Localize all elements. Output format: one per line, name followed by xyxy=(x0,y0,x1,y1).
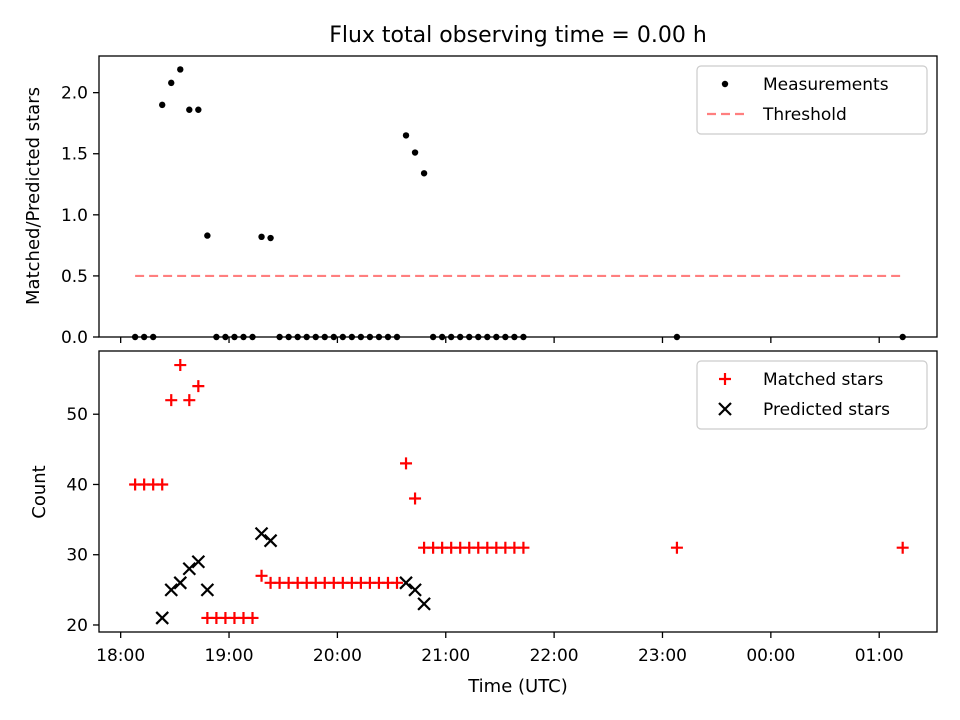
legend-box xyxy=(696,360,928,430)
top-plot: 0.0 0.5 1.0 1.5 2.0 Measurements Threshold xyxy=(61,55,938,348)
matched-star-point xyxy=(390,576,403,589)
axes-frame xyxy=(98,55,938,338)
y-tick-label: 40 xyxy=(66,475,88,495)
legend-label: Predicted stars xyxy=(763,400,890,420)
measurement-point xyxy=(195,106,202,113)
y-tick-label: 0.0 xyxy=(61,328,88,348)
legend-marker xyxy=(721,80,729,88)
x-tick-label: 21:00 xyxy=(421,646,470,666)
measurement-point xyxy=(258,233,265,241)
x-tick-label: 19:00 xyxy=(205,646,254,666)
measurement-point xyxy=(177,66,184,73)
legend-label: Threshold xyxy=(762,105,847,125)
bottom-plot: 18:00 19:00 20:00 21:00 22:00 23:00 00:00 01:00… xyxy=(66,350,938,666)
measurement-point xyxy=(204,232,211,239)
y-tick-label: 30 xyxy=(66,546,88,566)
matched-star-point xyxy=(165,394,178,407)
legend-marker xyxy=(718,402,732,416)
measurement-point xyxy=(420,170,428,177)
predicted-star-point xyxy=(263,533,278,548)
axes-frame xyxy=(98,350,938,633)
matched-star-point xyxy=(670,541,683,554)
predicted-star-point xyxy=(254,526,269,541)
matched-star-point xyxy=(174,359,187,372)
legend-marker xyxy=(719,373,731,385)
y-tick-label: 20 xyxy=(66,616,88,636)
legend-label: Measurements xyxy=(763,75,889,95)
matched-star-point xyxy=(183,394,196,407)
measurement-point xyxy=(402,132,410,139)
bottom-y-axis-label: Count xyxy=(29,465,50,518)
measurement-point xyxy=(267,234,274,242)
x-tick-label: 23:00 xyxy=(638,646,687,666)
matched-star-point xyxy=(409,492,422,505)
measurement-point xyxy=(411,149,419,156)
chart-title: Flux total observing time = 0.00 h xyxy=(329,23,707,48)
predicted-star-point xyxy=(182,561,197,576)
y-tick-label: 0.5 xyxy=(61,267,88,287)
legend-box xyxy=(696,65,928,135)
matched-star-point xyxy=(517,541,530,554)
legend-label: Matched stars xyxy=(763,370,883,390)
predicted-star-point xyxy=(155,611,169,625)
x-tick-label: 22:00 xyxy=(530,646,579,666)
measurement-point xyxy=(168,79,175,87)
measurement-point xyxy=(159,101,166,109)
measurement-point xyxy=(186,106,193,113)
x-axis-label: Time (UTC) xyxy=(467,676,568,697)
legend: Measurements Threshold xyxy=(696,65,928,135)
x-tick-label: 00:00 xyxy=(746,646,795,666)
top-y-axis-label: Matched/Predicted stars xyxy=(23,87,44,305)
predicted-star-point xyxy=(164,583,179,597)
predicted-star-point xyxy=(408,583,422,597)
x-tick-label: 01:00 xyxy=(855,646,904,666)
y-tick-label: 1.5 xyxy=(61,145,88,165)
y-tick-label: 2.0 xyxy=(61,84,88,104)
y-tick-label: 50 xyxy=(66,405,88,425)
matched-star-point xyxy=(400,457,413,470)
matched-star-point xyxy=(255,569,268,582)
predicted-star-point xyxy=(417,597,431,611)
matched-star-point xyxy=(192,380,205,393)
matched-star-point xyxy=(896,541,909,554)
matched-star-point xyxy=(246,611,259,624)
predicted-star-point xyxy=(399,576,413,590)
legend: Matched stars Predicted stars xyxy=(696,360,928,430)
predicted-star-point xyxy=(200,583,215,597)
x-tick-label: 20:00 xyxy=(313,646,362,666)
predicted-star-point xyxy=(191,554,206,569)
x-tick-label: 18:00 xyxy=(96,646,145,666)
predicted-star-point xyxy=(173,576,188,590)
y-tick-label: 1.0 xyxy=(61,206,88,226)
matched-star-point xyxy=(156,478,169,491)
